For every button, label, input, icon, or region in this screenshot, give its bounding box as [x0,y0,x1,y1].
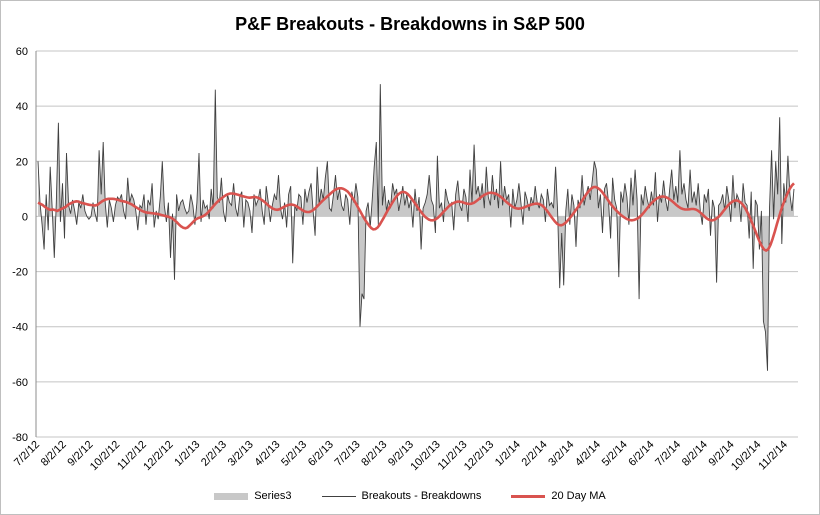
x-tick-label: 12/2/12 [141,439,175,473]
x-tick-label: 2/2/13 [199,439,229,469]
x-tick-label: 8/2/13 [359,439,389,469]
x-tick-label: 12/2/13 [462,439,496,473]
x-tick-label: 10/2/14 [729,439,763,473]
x-tick-label: 8/2/14 [680,439,710,469]
x-tick-label: 7/2/13 [333,439,363,469]
x-tick-label: 7/2/14 [653,439,683,469]
x-tick-label: 8/2/12 [39,439,69,469]
x-tick-label: 2/2/14 [520,439,550,469]
legend: Series3 Breakouts - Breakdowns 20 Day MA [0,488,820,504]
series3-area [38,84,794,371]
x-tick-label: 4/2/13 [252,439,282,469]
legend-item-breakouts: Breakouts - Breakdowns [321,490,482,502]
legend-label-series3: Series3 [254,490,292,502]
legend-item-series3: Series3 [214,490,292,502]
x-tick-label: 6/2/14 [626,439,656,469]
breakouts-line [37,84,795,371]
legend-swatch-line [321,495,356,497]
x-tick-label: 1/2/13 [172,439,202,469]
moving-average-line [37,182,795,252]
x-tick-label: 3/2/14 [546,439,576,469]
series-layer [37,84,795,371]
legend-swatch-ma [511,494,546,498]
x-tick-label: 5/2/14 [600,439,630,469]
y-tick-label: -20 [12,267,28,279]
legend-label-ma: 20 Day MA [551,490,606,502]
x-tick-label: 6/2/13 [306,439,336,469]
x-tick-label: 3/2/13 [226,439,256,469]
y-tick-label: -60 [12,377,28,389]
x-axis-ticks: 7/2/128/2/129/2/1210/2/1211/2/1212/2/121… [12,439,790,473]
y-tick-label: 0 [22,211,28,223]
y-tick-label: 20 [16,156,28,168]
y-tick-label: -80 [12,432,28,444]
legend-label-breakouts: Breakouts - Breakdowns [361,490,482,502]
gridlines [35,50,798,438]
y-tick-label: 60 [16,46,28,58]
x-tick-label: 4/2/14 [573,439,603,469]
x-tick-label: 10/2/12 [88,439,122,473]
y-tick-label: -40 [12,322,28,334]
x-tick-label: 11/2/14 [756,439,790,473]
x-tick-label: 5/2/13 [279,439,309,469]
x-tick-label: 1/2/14 [493,439,523,469]
y-tick-label: 40 [16,101,28,113]
legend-item-ma: 20 Day MA [511,490,606,502]
chart-title: P&F Breakouts - Breakdowns in S&P 500 [235,14,585,34]
legend-swatch-area [214,492,249,500]
x-tick-label: 10/2/13 [408,439,442,473]
y-axis-ticks: 60 40 20 0 -20 -40 -60 -80 [12,46,28,444]
